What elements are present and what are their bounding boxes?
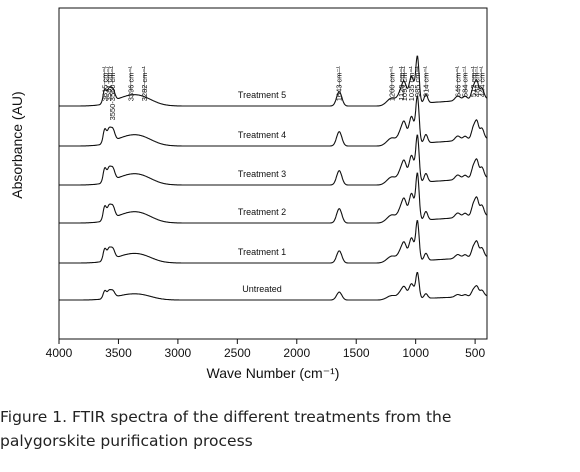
trace-label-4: Treatment 4	[238, 130, 286, 140]
caption-line-1: Figure 1. FTIR spectra of the different …	[0, 408, 452, 426]
peak-label-0: 3615 cm⁻¹	[100, 66, 109, 102]
peak-label-6: 1200 cm⁻¹	[387, 66, 396, 102]
caption-line-2: palygorskite purification process	[0, 432, 253, 450]
trace-label-2: Treatment 2	[238, 207, 286, 217]
x-tick-label-4: 2000	[283, 346, 310, 360]
peak-label-16: 444 cm⁻¹	[477, 66, 486, 98]
trace-label-0: Untreated	[242, 284, 282, 294]
x-tick-label-2: 3000	[165, 346, 192, 360]
spectra-traces	[59, 55, 488, 301]
peak-label-15: 484 cm⁻¹	[473, 66, 482, 98]
peak-label-8: 1093 cm⁻¹	[400, 66, 409, 102]
trace-treatment-2	[59, 172, 488, 224]
x-tick-label-1: 3500	[105, 346, 132, 360]
trace-label-1: Treatment 1	[238, 247, 286, 257]
peak-label-5: 1643 cm⁻¹	[335, 66, 344, 102]
x-axis-ticks: 4000 3500 3000 2500 2000 1500 1000 500	[46, 339, 485, 360]
x-tick-label-5: 1500	[343, 346, 370, 360]
x-tick-label-7: 500	[465, 346, 485, 360]
peak-label-13: 584 cm⁻¹	[461, 66, 470, 98]
y-axis-title: Absorbance (AU)	[9, 91, 25, 198]
peak-label-11: 914 cm⁻¹	[421, 66, 430, 98]
peak-label-2: 3550-3560 cm⁻¹	[108, 65, 117, 120]
peak-label-4: 3282 cm⁻¹	[140, 66, 149, 102]
trace-treatment-5	[59, 55, 488, 107]
peak-label-7: 1120 cm⁻¹	[397, 66, 406, 101]
trace-label-5: Treatment 5	[238, 90, 286, 100]
trace-labels: Untreated Treatment 1 Treatment 2 Treatment…	[238, 90, 286, 294]
figure-caption: Figure 1. FTIR spectra of the different …	[0, 405, 580, 453]
peak-label-9: 1035 cm⁻¹	[407, 66, 416, 102]
peak-label-1: 3581 cm⁻¹	[104, 66, 113, 102]
trace-label-3: Treatment 3	[238, 169, 286, 179]
peak-label-12: 646 cm⁻¹	[453, 66, 462, 98]
ftir-chart: 4000 3500 3000 2500 2000 1500 1000 500 Untreate…	[9, 7, 488, 381]
trace-untreated	[59, 272, 488, 301]
peak-label-14: 512 cm⁻¹	[469, 66, 478, 98]
x-axis-title: Wave Number (cm⁻¹)	[207, 365, 340, 381]
trace-treatment-1	[59, 220, 488, 264]
x-tick-label-0: 4000	[46, 346, 73, 360]
plot-frame	[58, 7, 488, 340]
peak-label-3: 3396 cm⁻¹	[126, 66, 135, 102]
trace-treatment-4	[59, 95, 488, 147]
trace-treatment-3	[59, 134, 488, 186]
x-tick-label-6: 1000	[402, 346, 429, 360]
peak-label-10: 985 cm⁻¹	[413, 66, 422, 98]
x-tick-label-3: 2500	[224, 346, 251, 360]
